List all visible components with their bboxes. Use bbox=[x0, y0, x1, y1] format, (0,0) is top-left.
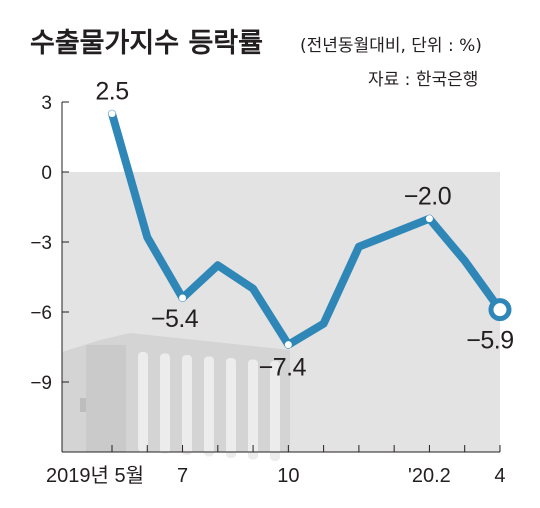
x-tick-label: 7 bbox=[177, 465, 188, 487]
building-detail bbox=[80, 398, 86, 412]
chart-title: 수출물가지수 등락률 bbox=[30, 28, 263, 59]
y-tick-label: 3 bbox=[41, 93, 52, 114]
building-column bbox=[160, 353, 170, 454]
data-point-marker bbox=[108, 110, 116, 118]
x-axis: 2019년 5월 7 10 '20.2 4 bbox=[46, 445, 506, 487]
building-column bbox=[182, 355, 192, 455]
series-line bbox=[108, 109, 504, 349]
chart-source: 자료 : 한국은행 bbox=[368, 70, 478, 90]
y-tick-label: −3 bbox=[30, 233, 52, 254]
y-tick-label: −9 bbox=[30, 373, 52, 394]
x-tick-label: 10 bbox=[277, 465, 299, 487]
x-tick-label: 2019년 5월 bbox=[46, 464, 144, 487]
data-labels: 2.5 −5.4 −7.4 −2.0 −5.9 bbox=[95, 78, 514, 382]
building-column bbox=[226, 358, 236, 458]
building-column bbox=[248, 359, 258, 460]
chart-subtitle: (전년동월대비, 단위 : %) bbox=[300, 36, 482, 56]
data-point-marker bbox=[488, 298, 512, 322]
data-point-marker bbox=[179, 294, 187, 302]
x-tick-label: 4 bbox=[494, 465, 505, 487]
building-tower bbox=[86, 345, 126, 452]
building-illustration bbox=[62, 333, 290, 461]
building-column bbox=[138, 352, 148, 452]
data-label: 2.5 bbox=[95, 78, 128, 106]
data-point-marker bbox=[425, 215, 433, 223]
chart-header: 수출물가지수 등락률 (전년동월대비, 단위 : %) 자료 : 한국은행 bbox=[30, 28, 482, 90]
data-point-marker bbox=[284, 341, 292, 349]
y-tick-label: 0 bbox=[41, 163, 52, 184]
building-column bbox=[204, 356, 214, 457]
y-axis: 3 0 −3 −6 −9 bbox=[30, 93, 69, 452]
series-layer bbox=[108, 109, 512, 349]
data-label: −2.0 bbox=[404, 183, 451, 211]
building-column bbox=[270, 361, 280, 461]
x-tick-label: '20.2 bbox=[408, 465, 451, 487]
data-label: −7.4 bbox=[259, 354, 307, 382]
data-label: −5.9 bbox=[466, 327, 513, 355]
data-label: −5.4 bbox=[151, 305, 199, 333]
y-tick-label: −6 bbox=[30, 303, 52, 324]
